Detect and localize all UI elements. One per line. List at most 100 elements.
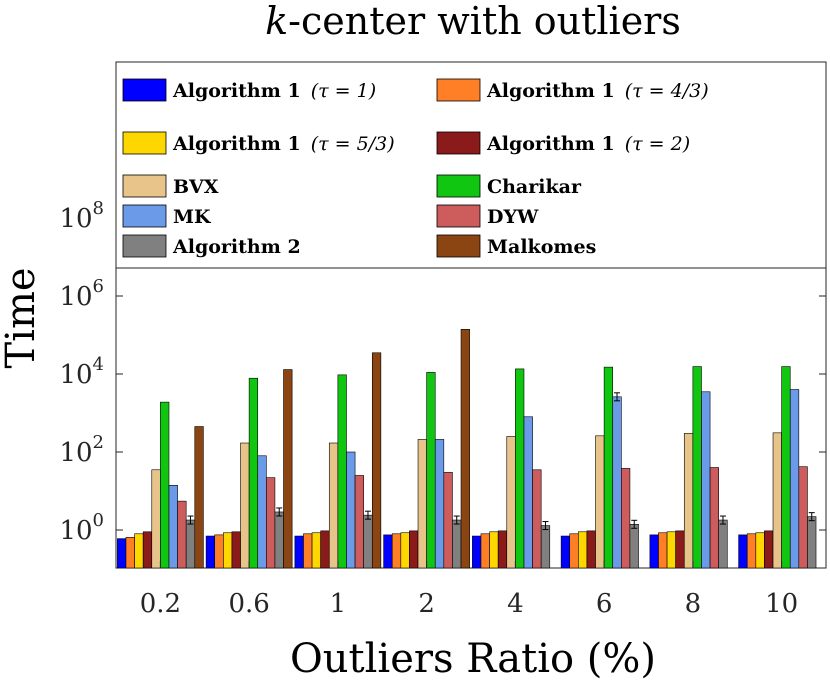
bar-charikar-5-0.2 — [160, 401, 170, 569]
legend-swatch — [122, 234, 167, 258]
bar-malkomes-9-0.6 — [283, 369, 293, 569]
bar-charikar-5-10 — [781, 366, 791, 569]
bar-charikar-5-0.6 — [248, 377, 259, 569]
bar-algorithm-1-2-10 — [755, 532, 765, 569]
bar-algorithm-1-1-0.6 — [214, 534, 224, 569]
legend-item-algorithm-1-2: Algorithm 1 (τ = 5/3) — [122, 131, 395, 155]
bar-algorithm-1-0-6 — [560, 535, 571, 569]
legend-item-mk-6: MK — [122, 204, 212, 228]
y-tick-label: 102 — [59, 432, 104, 468]
legend-swatch — [436, 174, 481, 198]
bar-algorithm-1-2-0.6 — [223, 532, 233, 569]
bar-mk-6-10 — [789, 389, 800, 569]
bar-algorithm-1-1-2 — [391, 533, 402, 569]
x-tick-label: 10 — [765, 589, 798, 619]
legend-swatch — [436, 131, 481, 155]
bar-algorithm-2-8-8 — [718, 519, 728, 569]
legend-label: Algorithm 1 (τ = 2) — [486, 133, 690, 155]
bar-algorithm-1-0-0.2 — [117, 538, 127, 569]
bar-charikar-5-8 — [692, 366, 702, 569]
legend-item-dyw-7: DYW — [436, 204, 539, 228]
x-tick-label: 8 — [685, 589, 702, 619]
bar-algorithm-1-2-1 — [311, 532, 321, 569]
bar-dyw-7-1 — [354, 475, 364, 569]
bar-dyw-7-4 — [532, 469, 542, 569]
bar-bvx-4-4 — [506, 436, 516, 569]
y-tick-label: 108 — [59, 198, 104, 234]
legend-item-bvx-4: BVX — [122, 174, 219, 198]
legend-swatch — [436, 78, 481, 102]
x-axis: 0.2 0.6 1 2 4 6 8 10 — [140, 561, 798, 619]
bar-algorithm-1-0-0.6 — [205, 535, 216, 569]
y-tick-label: 104 — [59, 354, 104, 390]
bar-algorithm-2-8-1 — [363, 514, 373, 569]
y-tick-label: 106 — [59, 276, 104, 312]
bar-algorithm-1-1-1 — [303, 533, 313, 569]
bar-algorithm-1-3-0.6 — [231, 531, 241, 569]
legend-label: Algorithm 1 (τ = 4/3) — [486, 80, 709, 102]
bar-algorithm-1-2-0.2 — [134, 533, 144, 569]
legend-item-algorithm-2-8: Algorithm 2 — [122, 234, 301, 258]
legend-swatch — [122, 204, 167, 228]
bar-algorithm-2-8-0.6 — [274, 511, 284, 569]
legend-item-malkomes-9: Malkomes — [436, 234, 596, 258]
bar-algorithm-1-3-0.2 — [142, 531, 153, 569]
legend-item-algorithm-1-0: Algorithm 1 (τ = 1) — [122, 78, 376, 102]
bar-mk-6-0.2 — [168, 485, 178, 569]
legend-swatch — [122, 78, 167, 102]
bar-mk-6-1 — [346, 451, 356, 569]
bar-charikar-5-6 — [603, 366, 614, 569]
bar-algorithm-1-3-10 — [764, 530, 774, 569]
bar-algorithm-1-1-6 — [569, 533, 579, 569]
legend-label: Malkomes — [487, 236, 596, 258]
bar-algorithm-1-3-6 — [586, 530, 596, 569]
bar-algorithm-1-0-4 — [472, 535, 482, 569]
bar-mk-6-6 — [612, 396, 622, 569]
y-axis-label: Time — [0, 267, 44, 368]
bar-charikar-5-2 — [426, 372, 436, 569]
bar-algorithm-2-8-2 — [452, 519, 462, 569]
legend-item-algorithm-1-3: Algorithm 1 (τ = 2) — [436, 131, 690, 155]
chart-title: k-center with outliers — [265, 0, 681, 43]
bar-algorithm-1-2-4 — [489, 531, 499, 569]
bar-algorithm-1-3-4 — [497, 530, 508, 569]
legend-label: BVX — [173, 176, 219, 198]
bar-algorithm-1-2-6 — [578, 531, 588, 569]
bar-dyw-7-10 — [798, 466, 808, 569]
bar-algorithm-1-3-1 — [320, 530, 330, 569]
legend-swatch — [436, 204, 481, 228]
bar-algorithm-1-0-1 — [294, 535, 304, 569]
legend-label: Algorithm 1 (τ = 5/3) — [172, 133, 395, 155]
x-tick-label: 4 — [507, 589, 524, 619]
bar-algorithm-1-1-0.2 — [125, 536, 135, 569]
bar-algorithm-1-2-2 — [400, 532, 410, 569]
legend-label: Algorithm 1 (τ = 1) — [172, 80, 376, 102]
bar-algorithm-1-2-8 — [666, 531, 676, 569]
y-tick-label: 100 — [59, 510, 104, 546]
bar-mk-6-4 — [523, 416, 533, 569]
bar-malkomes-9-2 — [460, 329, 470, 569]
x-tick-label: 2 — [418, 589, 435, 619]
bar-algorithm-1-3-2 — [409, 530, 419, 569]
bar-algorithm-1-1-4 — [480, 533, 490, 569]
legend-label: Charikar — [487, 176, 582, 198]
bar-bvx-4-0.6 — [240, 442, 250, 569]
bar-algorithm-1-1-10 — [746, 533, 757, 569]
bar-mk-6-8 — [701, 391, 711, 569]
bar-dyw-7-2 — [443, 472, 453, 569]
bar-malkomes-9-0.2 — [194, 426, 204, 569]
legend: Algorithm 1 (τ = 1) Algorithm 1 (τ = 4/3) Al… — [115, 61, 827, 269]
bar-malkomes-9-1 — [371, 352, 382, 569]
bar-bvx-4-10 — [772, 432, 782, 569]
bar-mk-6-0.6 — [257, 455, 267, 569]
bar-algorithm-2-8-0.2 — [185, 519, 196, 569]
bar-dyw-7-0.2 — [177, 500, 187, 569]
bar-algorithm-1-0-10 — [738, 534, 748, 569]
bar-bvx-4-2 — [417, 439, 427, 569]
legend-label: Algorithm 2 — [172, 236, 301, 258]
bar-dyw-7-8 — [709, 467, 719, 569]
legend-swatch — [122, 174, 167, 198]
x-tick-label: 0.6 — [228, 589, 269, 619]
legend-swatch — [436, 234, 481, 258]
